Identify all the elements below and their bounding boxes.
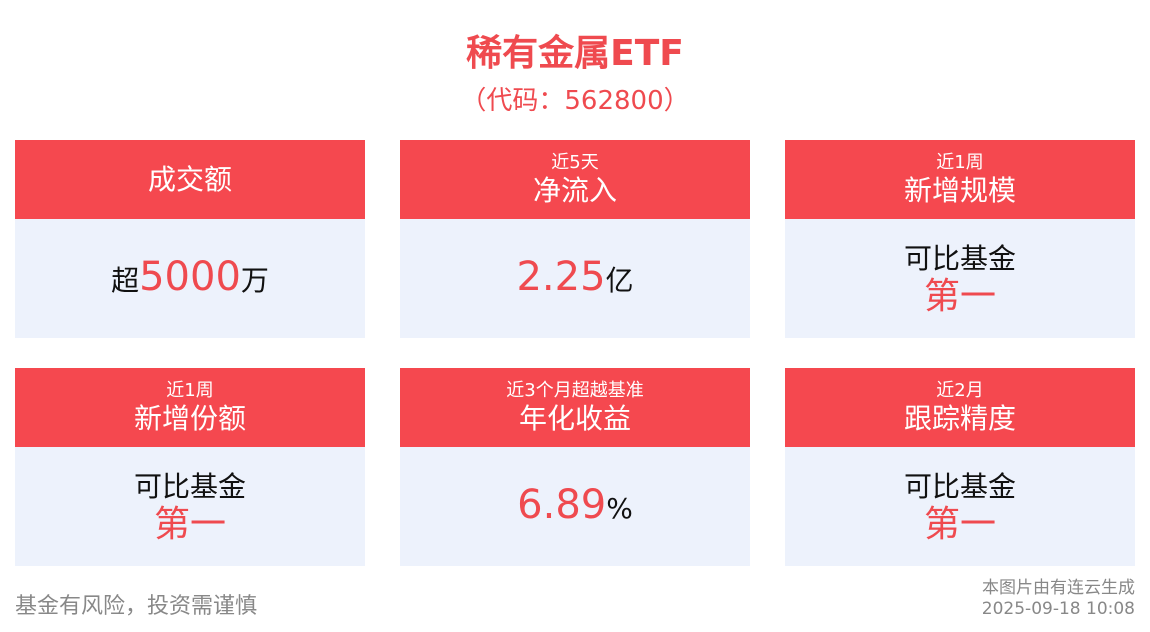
card-body: 6.89% xyxy=(400,447,750,566)
card-body: 2.25亿 xyxy=(400,219,750,338)
value-suffix: % xyxy=(606,491,633,525)
card-body: 可比基金 第一 xyxy=(785,447,1135,566)
value-suffix: 亿 xyxy=(605,263,634,297)
card-label-small: 近3个月超越基准 xyxy=(506,379,644,401)
card-body: 可比基金 第一 xyxy=(15,447,365,566)
rank-line: 第一 xyxy=(923,503,996,545)
value-suffix: 万 xyxy=(240,263,269,297)
title: 稀有金属ETF xyxy=(466,33,684,74)
rank-line: 第一 xyxy=(923,275,996,317)
footer-info: 本图片由有连云生成 2025-09-18 10:08 xyxy=(982,578,1135,620)
card-label-small: 近1周 xyxy=(166,379,214,401)
card-label: 新增规模 xyxy=(903,173,1016,207)
value-row: 6.89% xyxy=(517,485,633,527)
card: 近5天 净流入 2.25亿 xyxy=(400,140,750,338)
card-label: 净流入 xyxy=(532,173,617,207)
value-row: 2.25亿 xyxy=(516,257,634,299)
rank-line: 可比基金 xyxy=(133,469,246,503)
card-label: 成交额 xyxy=(147,162,232,196)
rank-line: 可比基金 xyxy=(903,469,1016,503)
value-number: 2.25 xyxy=(516,253,606,300)
source: 本图片由有连云生成 xyxy=(982,578,1135,598)
card-header: 近5天 净流入 xyxy=(400,140,750,219)
card-label-small: 近2月 xyxy=(936,379,984,401)
card-header: 近1周 新增规模 xyxy=(785,140,1135,219)
card-label: 新增份额 xyxy=(133,401,246,435)
rank-line: 第一 xyxy=(153,503,226,545)
value-number: 6.89 xyxy=(517,481,607,528)
card-header: 成交额 xyxy=(15,140,365,219)
card: 近1周 新增份额 可比基金 第一 xyxy=(15,368,365,566)
card-body: 可比基金 第一 xyxy=(785,219,1135,338)
card-header: 近2月 跟踪精度 xyxy=(785,368,1135,447)
subtitle: （代码：562800） xyxy=(460,86,690,116)
card-header: 近3个月超越基准 年化收益 xyxy=(400,368,750,447)
rank-line: 可比基金 xyxy=(903,241,1016,275)
card: 近1周 新增规模 可比基金 第一 xyxy=(785,140,1135,338)
card: 近3个月超越基准 年化收益 6.89% xyxy=(400,368,750,566)
disclaimer: 基金有风险，投资需谨慎 xyxy=(15,594,258,619)
timestamp: 2025-09-18 10:08 xyxy=(981,599,1135,619)
card-body: 超5000万 xyxy=(15,219,365,338)
card-label-small: 近1周 xyxy=(936,151,984,173)
value-row: 超5000万 xyxy=(111,257,269,299)
card-header: 近1周 新增份额 xyxy=(15,368,365,447)
card: 成交额超5000万 xyxy=(15,140,365,338)
card-label-small: 近5天 xyxy=(551,151,599,173)
card-label: 年化收益 xyxy=(518,401,631,435)
card-label: 跟踪精度 xyxy=(903,401,1016,435)
value-prefix: 超 xyxy=(111,263,140,297)
value-number: 5000 xyxy=(139,253,241,300)
card: 近2月 跟踪精度 可比基金 第一 xyxy=(785,368,1135,566)
